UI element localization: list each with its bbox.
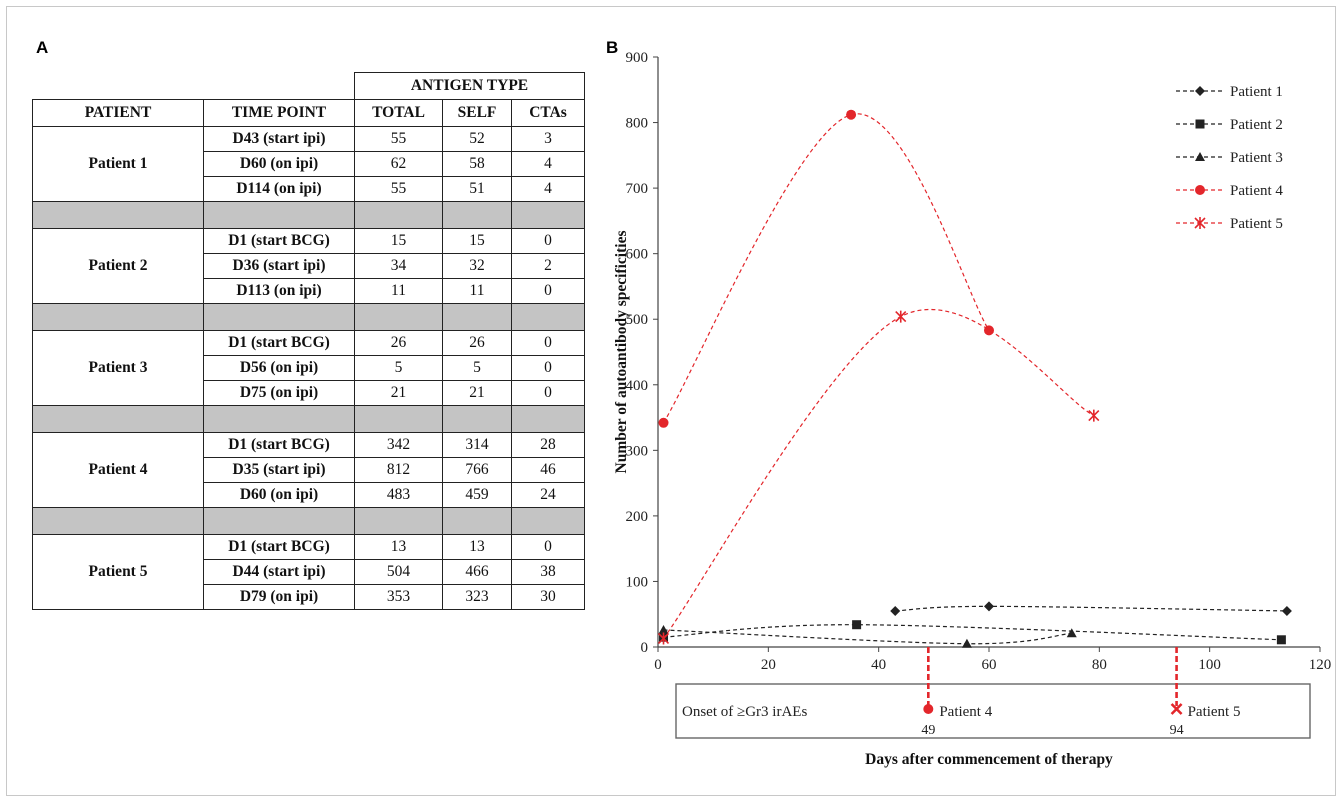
irae-patient-label: Patient 5 — [1188, 704, 1241, 720]
series-line — [664, 630, 1072, 644]
triangle-marker — [1195, 152, 1205, 161]
star-marker — [896, 311, 906, 323]
legend-label: Patient 1 — [1230, 84, 1283, 100]
series-line — [664, 625, 1282, 640]
y-tick-label: 700 — [626, 181, 649, 197]
irae-day-label: 94 — [1170, 723, 1184, 738]
y-tick-label: 900 — [626, 50, 649, 66]
x-tick-label: 60 — [982, 657, 997, 673]
diamond-marker — [984, 601, 994, 611]
circle-marker — [659, 418, 669, 428]
square-marker — [852, 620, 861, 629]
y-axis-label: Number of autoantibody specificities — [613, 231, 630, 474]
y-tick-label: 100 — [626, 574, 649, 590]
irae-patient-label: Patient 4 — [939, 704, 992, 720]
x-tick-label: 20 — [761, 657, 776, 673]
x-tick-label: 0 — [654, 657, 662, 673]
x-tick-label: 40 — [871, 657, 886, 673]
y-tick-label: 0 — [641, 640, 649, 656]
x-tick-label: 80 — [1092, 657, 1107, 673]
series-line — [664, 114, 989, 423]
diamond-marker — [1282, 606, 1292, 616]
irae-day-label: 49 — [921, 723, 935, 738]
square-marker — [1277, 635, 1286, 644]
diamond-marker — [890, 606, 900, 616]
series-line — [664, 309, 1094, 638]
circle-marker — [923, 704, 933, 714]
x-tick-label: 100 — [1198, 657, 1221, 673]
y-tick-label: 800 — [626, 116, 649, 132]
circle-marker — [1195, 185, 1205, 195]
circle-marker — [846, 110, 856, 120]
circle-marker — [984, 325, 994, 335]
square-marker — [1196, 120, 1205, 129]
x-tick-label: 120 — [1309, 657, 1332, 673]
irae-box-label: Onset of ≥Gr3 irAEs — [682, 704, 807, 720]
y-tick-label: 200 — [626, 509, 649, 525]
series-line — [895, 606, 1287, 611]
legend-label: Patient 5 — [1230, 216, 1283, 232]
legend-label: Patient 2 — [1230, 117, 1283, 133]
triangle-marker — [962, 639, 972, 648]
x-axis-label: Days after commencement of therapy — [865, 751, 1113, 768]
legend-label: Patient 3 — [1230, 150, 1283, 166]
legend-label: Patient 4 — [1230, 183, 1283, 199]
star-marker — [1089, 410, 1099, 422]
star-marker — [1195, 217, 1205, 229]
diamond-marker — [1195, 86, 1205, 96]
triangle-marker — [1067, 628, 1077, 637]
